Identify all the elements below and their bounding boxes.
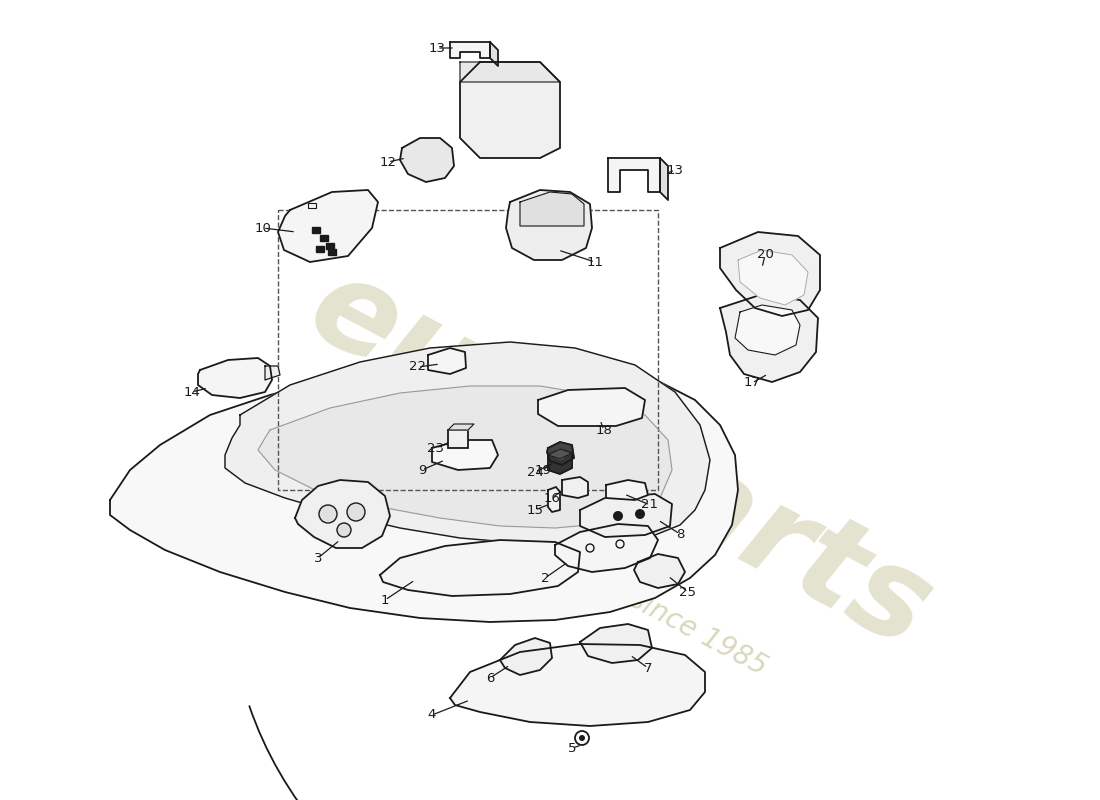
Polygon shape [580,494,672,537]
Text: 13: 13 [667,163,683,177]
Polygon shape [460,62,560,82]
Bar [316,246,324,252]
Bar [328,249,336,255]
Polygon shape [379,540,580,596]
Text: 20: 20 [757,249,773,262]
Text: 24: 24 [527,466,543,478]
Text: 7: 7 [644,662,652,674]
Text: 14: 14 [184,386,200,398]
Text: 19: 19 [535,463,551,477]
Text: 13: 13 [429,42,446,54]
Text: 8: 8 [675,527,684,541]
Polygon shape [400,138,454,182]
Polygon shape [634,554,685,588]
Polygon shape [608,158,660,192]
Text: 18: 18 [595,423,613,437]
Polygon shape [520,192,584,226]
Text: 9: 9 [418,463,426,477]
Text: 22: 22 [409,361,427,374]
Polygon shape [720,232,820,316]
Bar [448,430,468,448]
Circle shape [635,509,645,519]
Polygon shape [226,342,710,545]
Text: 21: 21 [641,498,659,511]
Text: 3: 3 [314,551,322,565]
Text: 5: 5 [568,742,576,754]
Polygon shape [278,190,378,262]
Polygon shape [506,190,592,260]
Polygon shape [450,42,490,58]
Text: a passion for parts since 1985: a passion for parts since 1985 [388,459,772,681]
Polygon shape [265,366,280,380]
Polygon shape [547,442,574,465]
Polygon shape [548,487,560,512]
Polygon shape [562,477,588,498]
Polygon shape [450,644,705,726]
Polygon shape [738,250,808,305]
Text: 1: 1 [381,594,389,606]
Text: 2: 2 [541,571,549,585]
Bar [308,203,316,208]
Polygon shape [432,440,498,470]
Polygon shape [735,305,800,355]
Polygon shape [428,348,466,374]
Polygon shape [258,386,672,528]
Polygon shape [538,388,645,426]
Text: 4: 4 [428,709,437,722]
Text: 6: 6 [486,671,494,685]
Text: 25: 25 [680,586,696,598]
Polygon shape [448,424,474,430]
Polygon shape [556,524,658,572]
Polygon shape [110,358,738,622]
Text: 12: 12 [379,155,396,169]
Text: 16: 16 [543,491,560,505]
Polygon shape [460,62,560,158]
Polygon shape [660,158,668,200]
Text: 17: 17 [744,377,760,390]
Polygon shape [720,295,818,382]
Polygon shape [606,480,648,500]
Polygon shape [500,638,552,675]
Bar [278,210,658,490]
Text: euroParts: euroParts [289,246,950,674]
Bar [320,235,328,241]
Polygon shape [198,358,272,398]
Circle shape [556,449,565,459]
Text: 11: 11 [586,255,604,269]
Circle shape [346,503,365,521]
Circle shape [613,511,623,521]
Polygon shape [548,449,572,474]
Text: 15: 15 [527,503,543,517]
Bar [326,243,334,249]
Text: 23: 23 [428,442,444,454]
Circle shape [319,505,337,523]
Circle shape [337,523,351,537]
Text: 10: 10 [254,222,272,234]
Bar [312,227,320,233]
Polygon shape [548,449,572,459]
Polygon shape [295,480,390,548]
Circle shape [579,735,585,741]
Polygon shape [580,624,652,663]
Polygon shape [490,42,498,66]
